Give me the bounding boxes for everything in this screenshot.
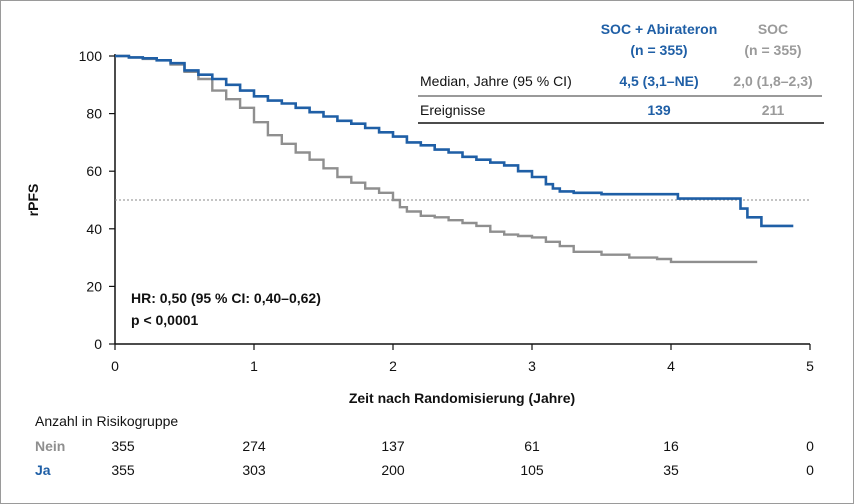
x-tick-label-2: 2 (389, 358, 397, 374)
x-axis-label: Zeit nach Randomisierung (Jahre) (349, 390, 575, 406)
risk-table-title: Anzahl in Risikogruppe (35, 413, 178, 429)
y-tick-label-100: 100 (79, 48, 103, 64)
risk-table: Anzahl in Risikogruppe Nein 355 274 137 61 16… (35, 413, 814, 478)
risk-value-nein-3: 61 (524, 438, 540, 454)
legend-table: SOC + Abirateron (n = 355) SOC (n = 355)… (418, 21, 824, 124)
risk-value-ja-3: 105 (520, 462, 544, 478)
risk-value-nein-4: 16 (663, 438, 679, 454)
risk-row-label-ja: Ja (35, 462, 51, 478)
legend-header-abirateron: SOC + Abirateron (601, 21, 718, 37)
axes: 0 20 40 60 80 100 0 1 2 3 4 5 (79, 48, 814, 374)
x-tick-label-3: 3 (528, 358, 536, 374)
soc-abirateron-curve (115, 54, 794, 228)
legend-row-events-abirateron: 139 (647, 102, 671, 118)
risk-value-ja-5: 0 (806, 462, 814, 478)
risk-value-ja-4: 35 (663, 462, 679, 478)
legend-header-abirateron-n: (n = 355) (630, 42, 687, 58)
risk-value-nein-0: 355 (111, 438, 135, 454)
p-value-annotation: p < 0,0001 (131, 312, 199, 328)
legend-row-median-label: Median, Jahre (95 % CI) (420, 73, 572, 89)
y-tick-label-0: 0 (94, 336, 102, 352)
risk-value-nein-2: 137 (381, 438, 405, 454)
y-tick-label-60: 60 (86, 163, 102, 179)
legend-row-events-soc: 211 (762, 102, 785, 118)
legend-row-median-abirateron: 4,5 (3,1–NE) (619, 73, 698, 89)
x-tick-label-4: 4 (667, 358, 675, 374)
hazard-ratio-annotation: HR: 0,50 (95 % CI: 0,40–0,62) (131, 290, 321, 306)
legend-row-median-soc: 2,0 (1,8–2,3) (733, 73, 812, 89)
risk-value-nein-1: 274 (242, 438, 266, 454)
y-tick-label-80: 80 (86, 106, 102, 122)
legend-row-events-label: Ereignisse (420, 102, 486, 118)
x-tick-label-0: 0 (111, 358, 119, 374)
legend-header-soc-n: (n = 355) (744, 42, 801, 58)
legend-header-soc: SOC (758, 21, 788, 37)
risk-value-nein-5: 0 (806, 438, 814, 454)
risk-value-ja-0: 355 (111, 462, 135, 478)
risk-value-ja-1: 303 (242, 462, 266, 478)
risk-value-ja-2: 200 (381, 462, 405, 478)
x-tick-label-5: 5 (806, 358, 814, 374)
survival-curves (115, 54, 794, 264)
x-tick-label-1: 1 (250, 358, 258, 374)
y-tick-label-40: 40 (86, 221, 102, 237)
y-tick-label-20: 20 (86, 278, 102, 294)
y-axis-label: rPFS (25, 184, 41, 217)
risk-row-label-nein: Nein (35, 438, 65, 454)
